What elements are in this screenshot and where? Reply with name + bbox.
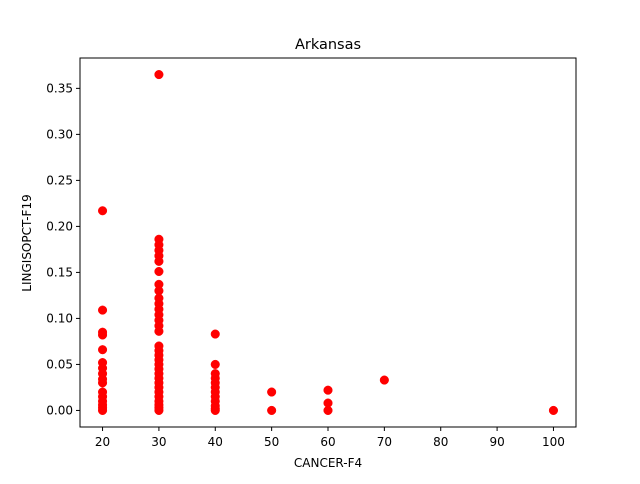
data-point: [323, 405, 333, 415]
data-point: [323, 385, 333, 395]
y-tick-label: 0.15: [46, 266, 73, 280]
chart-title: Arkansas: [295, 37, 361, 53]
data-point: [98, 378, 108, 388]
x-tick-label: 20: [95, 435, 110, 449]
x-tick-label: 80: [433, 435, 448, 449]
y-tick-label: 0.30: [46, 128, 73, 142]
points-layer: [98, 70, 559, 415]
data-point: [98, 206, 108, 216]
data-point: [98, 345, 108, 355]
data-point: [98, 305, 108, 315]
x-axis-ticks: 20 30 40 50 60 70 80 90 100: [95, 427, 565, 449]
x-tick-label: 40: [208, 435, 223, 449]
x-tick-label: 30: [151, 435, 166, 449]
data-point: [210, 405, 220, 415]
data-point: [267, 387, 277, 397]
data-point: [154, 405, 164, 415]
y-tick-label: 0.00: [46, 404, 73, 418]
y-axis-ticks: 0.00 0.05 0.10 0.15 0.20 0.25 0.30 0.35: [46, 82, 80, 418]
x-tick-label: 60: [320, 435, 335, 449]
y-tick-label: 0.10: [46, 312, 73, 326]
x-tick-label: 90: [489, 435, 504, 449]
data-point: [98, 330, 108, 340]
y-axis-label: LINGISOPCT-F19: [20, 194, 34, 291]
data-point: [210, 329, 220, 339]
data-point: [154, 256, 164, 266]
data-point: [548, 405, 559, 415]
data-point: [154, 70, 164, 80]
y-tick-label: 0.05: [46, 358, 73, 372]
data-point: [210, 359, 220, 369]
x-tick-label: 70: [377, 435, 392, 449]
data-point: [98, 405, 108, 415]
data-point: [379, 375, 389, 385]
y-tick-label: 0.35: [46, 82, 73, 96]
y-tick-label: 0.20: [46, 220, 73, 234]
x-tick-label: 100: [542, 435, 565, 449]
data-point: [154, 266, 164, 277]
data-point: [267, 405, 277, 415]
data-point: [154, 326, 164, 336]
x-tick-label: 50: [264, 435, 279, 449]
x-axis-label: CANCER-F4: [294, 456, 362, 470]
y-tick-label: 0.25: [46, 174, 73, 188]
